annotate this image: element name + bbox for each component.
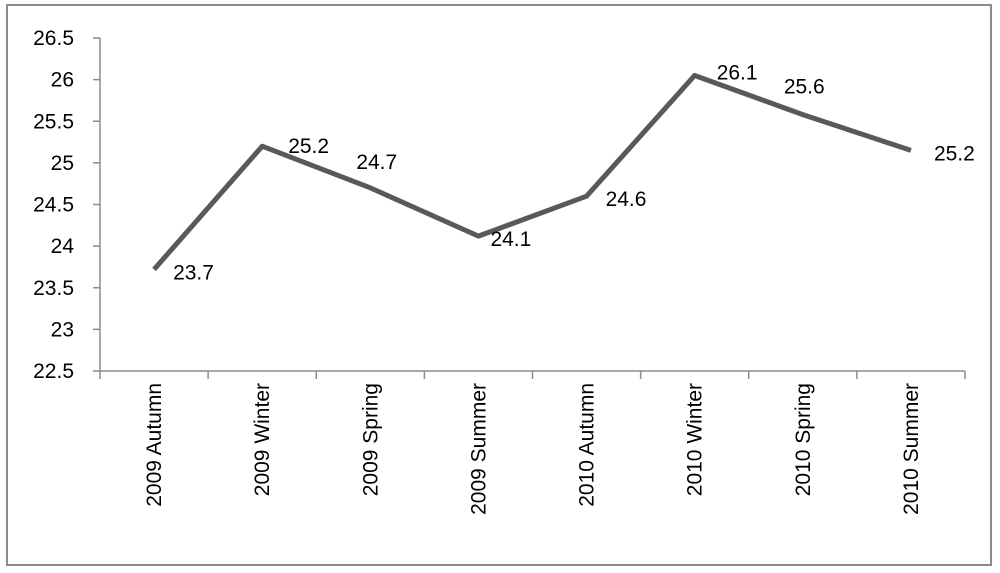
y-tick-label: 25 xyxy=(51,152,74,175)
x-tick-label: 2009 Spring xyxy=(359,383,382,496)
data-label: 25.2 xyxy=(288,135,329,158)
data-label: 24.1 xyxy=(490,228,531,251)
x-tick-label: 2009 Summer xyxy=(467,383,490,515)
x-tick-label: 2010 Winter xyxy=(684,383,707,496)
y-tick-label: 24.5 xyxy=(33,194,74,217)
x-tick-label: 2010 Summer xyxy=(900,383,923,515)
data-label: 24.6 xyxy=(606,188,647,211)
y-tick-label: 22.5 xyxy=(33,360,74,383)
data-label: 26.1 xyxy=(717,61,758,84)
series-line xyxy=(152,72,912,272)
y-tick-label: 23 xyxy=(51,318,74,341)
x-tick-label: 2010 Spring xyxy=(792,383,815,496)
data-labels: 23.7 25.2 24.7 24.1 24.6 26.1 25.6 25.2 xyxy=(173,61,975,284)
x-tick-label: 2010 Autumn xyxy=(576,383,599,507)
x-tick-label: 2009 Winter xyxy=(251,383,274,496)
data-label: 25.6 xyxy=(784,76,825,99)
y-tick-label: 26 xyxy=(51,69,74,92)
y-tick-label: 25.5 xyxy=(33,110,74,133)
data-label: 24.7 xyxy=(356,151,397,174)
y-tick-label: 23.5 xyxy=(33,277,74,300)
series-layer xyxy=(152,72,912,272)
y-tick-label: 26.5 xyxy=(33,27,74,50)
data-label: 23.7 xyxy=(173,261,214,284)
y-tick-label: 24 xyxy=(51,235,75,258)
axes: 22.5 23 23.5 24 24.5 25 25.5 26 26.5 2009 Autumn 2… xyxy=(33,27,966,515)
x-tick-label: 2009 Autumn xyxy=(143,383,166,507)
data-label: 25.2 xyxy=(934,142,975,165)
chart-frame xyxy=(6,4,992,566)
